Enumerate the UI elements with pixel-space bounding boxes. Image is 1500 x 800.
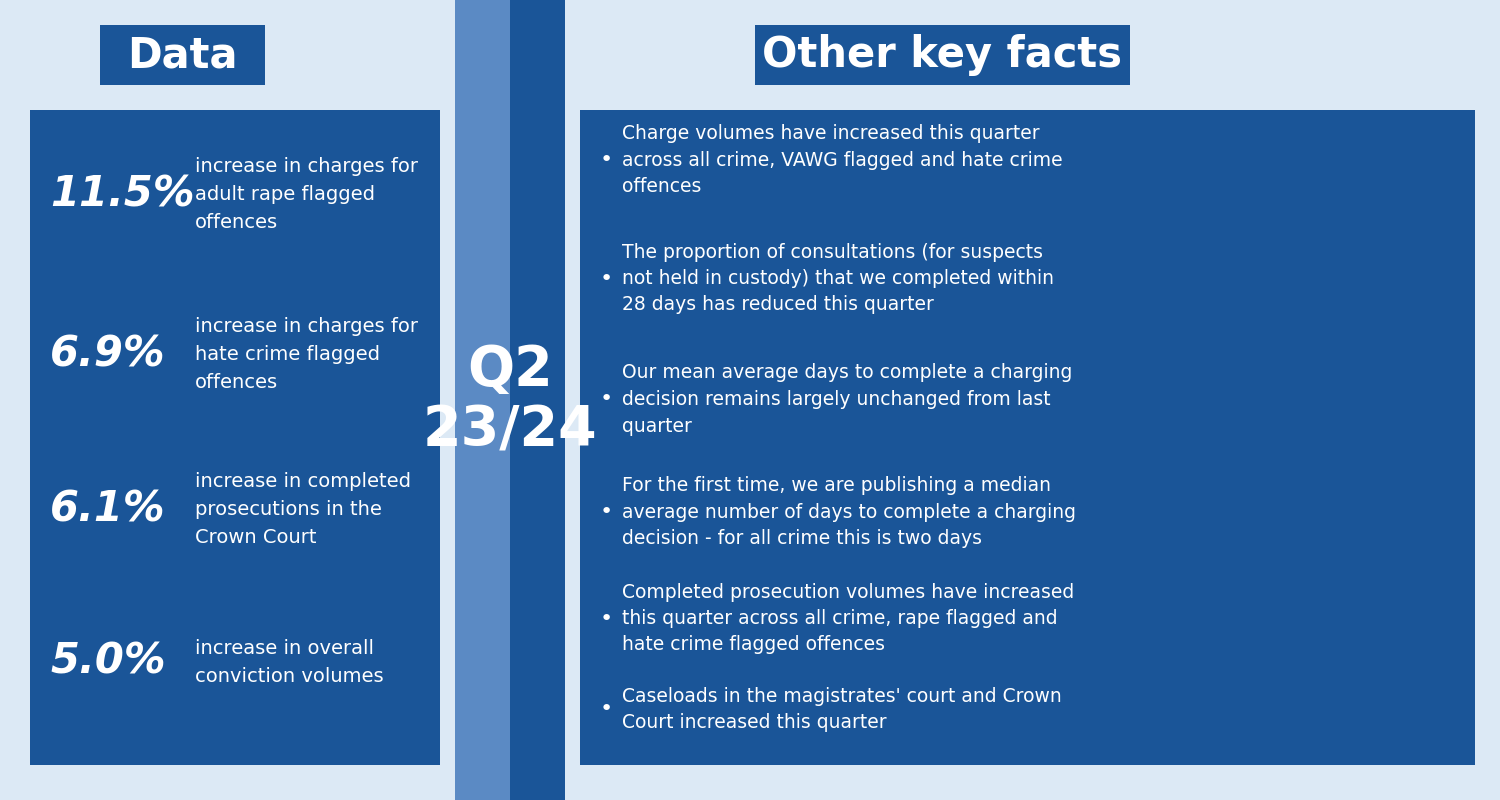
Text: increase in completed
prosecutions in the
Crown Court: increase in completed prosecutions in th… bbox=[195, 472, 411, 547]
FancyBboxPatch shape bbox=[580, 110, 1474, 765]
Text: 11.5%: 11.5% bbox=[50, 174, 195, 215]
Text: The proportion of consultations (for suspects
not held in custody) that we compl: The proportion of consultations (for sus… bbox=[622, 242, 1054, 314]
Text: 6.1%: 6.1% bbox=[50, 489, 165, 530]
FancyBboxPatch shape bbox=[100, 25, 266, 85]
Text: For the first time, we are publishing a median
average number of days to complet: For the first time, we are publishing a … bbox=[622, 476, 1076, 548]
FancyBboxPatch shape bbox=[754, 25, 1130, 85]
Text: increase in charges for
adult rape flagged
offences: increase in charges for adult rape flagg… bbox=[195, 157, 418, 232]
Text: •: • bbox=[600, 390, 613, 410]
Text: increase in charges for
hate crime flagged
offences: increase in charges for hate crime flagg… bbox=[195, 317, 418, 392]
FancyBboxPatch shape bbox=[510, 0, 566, 800]
Text: •: • bbox=[600, 150, 613, 170]
Text: Other key facts: Other key facts bbox=[762, 34, 1122, 76]
Text: Charge volumes have increased this quarter
across all crime, VAWG flagged and ha: Charge volumes have increased this quart… bbox=[622, 124, 1062, 196]
Text: •: • bbox=[600, 269, 613, 289]
Text: Q2
23/24: Q2 23/24 bbox=[423, 343, 597, 457]
Text: Completed prosecution volumes have increased
this quarter across all crime, rape: Completed prosecution volumes have incre… bbox=[622, 582, 1074, 654]
Text: Data: Data bbox=[128, 34, 237, 76]
FancyBboxPatch shape bbox=[454, 0, 510, 800]
Text: •: • bbox=[600, 699, 613, 719]
Text: 5.0%: 5.0% bbox=[50, 641, 165, 683]
Text: Caseloads in the magistrates' court and Crown
Court increased this quarter: Caseloads in the magistrates' court and … bbox=[622, 686, 1062, 732]
Text: •: • bbox=[600, 609, 613, 629]
FancyBboxPatch shape bbox=[30, 110, 439, 765]
Text: Our mean average days to complete a charging
decision remains largely unchanged : Our mean average days to complete a char… bbox=[622, 363, 1072, 435]
Text: increase in overall
conviction volumes: increase in overall conviction volumes bbox=[195, 638, 384, 686]
Text: •: • bbox=[600, 502, 613, 522]
Text: 6.9%: 6.9% bbox=[50, 334, 165, 375]
